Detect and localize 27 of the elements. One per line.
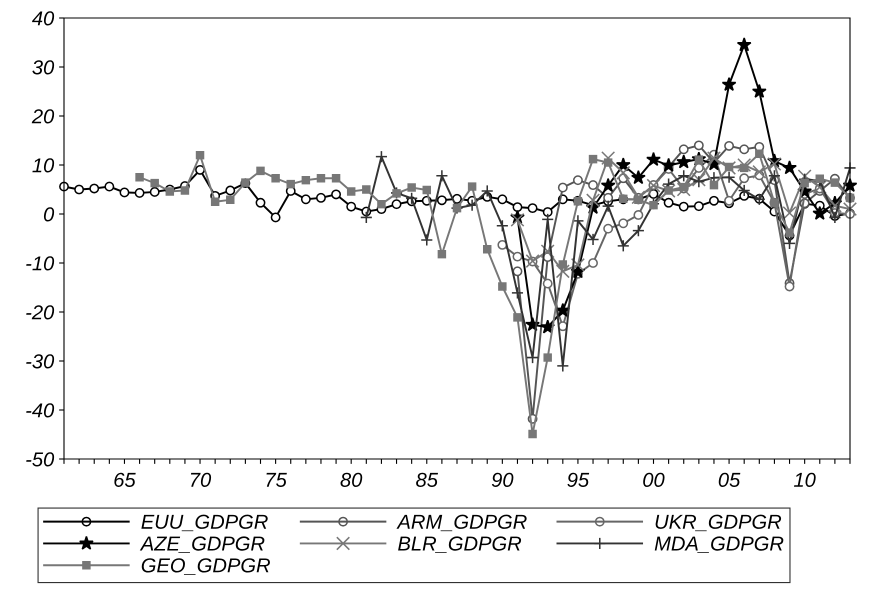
x-tick-label: 10 — [794, 472, 816, 487]
y-tick-label: 10 — [32, 158, 54, 172]
y-tick-label: 20 — [32, 109, 54, 124]
x-tick-label: 80 — [340, 472, 362, 487]
y-tick-label: -30 — [26, 354, 54, 368]
legend-label: GEO_GDPGR — [142, 558, 270, 575]
x-tick-label: 95 — [567, 472, 590, 487]
legend-label: AZE_GDPGR — [140, 536, 264, 553]
y-tick-label: -20 — [26, 305, 54, 320]
y-tick-label: 30 — [32, 60, 54, 74]
legend-label: BLR_GDPGR — [398, 536, 522, 553]
x-tick-label: 75 — [266, 472, 287, 487]
y-tick-label: -50 — [26, 452, 54, 466]
x-tick-label: 90 — [492, 472, 514, 487]
legend-label: MDA_GDPGR — [654, 536, 784, 553]
x-tick-label: 65 — [114, 472, 136, 487]
x-tick-label: 70 — [190, 472, 212, 487]
x-tick-label: 00 — [643, 472, 665, 487]
y-tick-label: 0 — [44, 207, 54, 222]
x-tick-label: 05 — [718, 472, 740, 487]
x-tick-label: 85 — [416, 472, 438, 487]
legend-label: UKR_GDPGR — [656, 514, 782, 532]
legend-label: ARM_GDPGR — [396, 514, 527, 532]
y-tick-label: -40 — [26, 403, 54, 418]
legend-label: EUU_GDPGR — [141, 514, 268, 532]
y-tick-label: 40 — [32, 11, 54, 26]
y-tick-label: -10 — [26, 256, 54, 270]
